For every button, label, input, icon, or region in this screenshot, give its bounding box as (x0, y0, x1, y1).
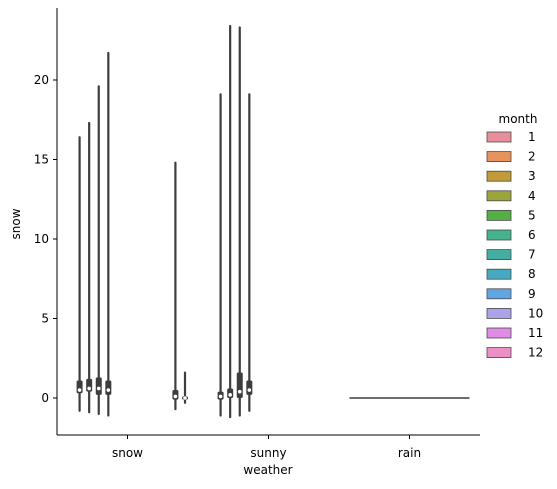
legend-label-5: 5 (528, 208, 536, 222)
x-tick-label: snow (112, 446, 143, 460)
legend-swatch-1 (486, 131, 512, 143)
y-tick-label: 10 (34, 232, 49, 246)
violin-median (87, 386, 91, 391)
legend-label-7: 7 (528, 248, 536, 262)
legend-swatch-12 (486, 347, 512, 359)
violin-sunny-month-2 (227, 24, 234, 419)
x-axis-label: weather (243, 463, 292, 477)
legend-label-6: 6 (528, 228, 536, 242)
x-tick-label: sunny (250, 446, 286, 460)
legend-swatch-4 (486, 190, 512, 202)
legend-label-9: 9 (528, 287, 536, 301)
legend-swatch-5 (486, 209, 512, 221)
violin-sunny-month-1 (217, 93, 224, 417)
y-axis-label: snow (9, 208, 23, 239)
violin-snow-month-3 (95, 85, 102, 415)
legend-label-3: 3 (528, 169, 536, 183)
y-tick-label: 20 (34, 73, 49, 87)
violin-median (218, 394, 223, 399)
legend-swatch-10 (486, 307, 512, 319)
legend-label-4: 4 (528, 189, 536, 203)
x-tick-label: rain (398, 446, 421, 460)
y-tick-label: 5 (41, 312, 49, 326)
violin-sunny-month-3 (236, 26, 243, 417)
y-tick-label: 15 (34, 153, 49, 167)
legend-label-12: 12 (528, 346, 543, 360)
legend-swatch-7 (486, 249, 512, 261)
violin-snow-month-12 (182, 371, 188, 404)
violin-snow-month-2 (86, 121, 93, 414)
violin-median (183, 396, 187, 400)
legend-swatch-6 (486, 229, 512, 241)
legend-swatch-3 (486, 170, 512, 182)
legend-title: month (499, 112, 538, 126)
violin-median (247, 388, 252, 392)
violin-iqr-box (236, 372, 243, 398)
violin-sunny-month-4 (246, 93, 253, 412)
violin-iqr-box (95, 377, 102, 395)
violin-snow-month-1 (76, 136, 83, 412)
violin-median (228, 393, 232, 397)
legend-swatch-2 (486, 151, 512, 163)
plot-area (76, 24, 470, 419)
violin-median (173, 394, 178, 399)
legend-swatch-9 (486, 288, 512, 300)
legend-label-1: 1 (528, 130, 536, 144)
legend-label-11: 11 (528, 326, 543, 340)
x-axis: snow sunny rain (57, 434, 480, 460)
y-tick-label: 0 (41, 391, 49, 405)
y-axis: 0 5 10 15 20 (34, 8, 58, 435)
legend-swatch-11 (486, 327, 512, 339)
legend-swatch-8 (486, 268, 512, 280)
violin-iqr-box (105, 380, 112, 395)
violin-median (106, 388, 111, 392)
legend-label-10: 10 (528, 306, 543, 320)
legend-label-2: 2 (528, 150, 536, 164)
violin-median (77, 388, 82, 392)
violin-median (237, 389, 242, 394)
violin-median (96, 386, 101, 391)
violin-snow-month-11 (172, 161, 179, 411)
legend-label-8: 8 (528, 267, 536, 281)
violin-snow-month-4 (105, 51, 112, 417)
violin-iqr-box (246, 380, 253, 395)
